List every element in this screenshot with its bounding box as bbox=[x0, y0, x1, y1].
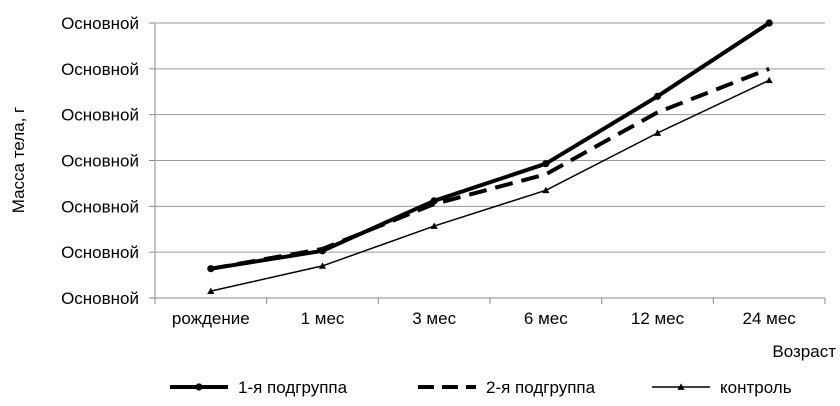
series-subgroup-2 bbox=[210, 66, 770, 271]
subgroup-1-point bbox=[653, 92, 662, 100]
x-tick-label: 24 мес bbox=[743, 309, 797, 328]
x-tick-label: рождение bbox=[172, 309, 250, 328]
series-subgroup-1 bbox=[207, 19, 773, 273]
legend-control-point bbox=[677, 383, 685, 390]
control-point bbox=[318, 262, 327, 269]
x-tick-label: 1 мес bbox=[301, 309, 345, 328]
y-tick-label: Основной bbox=[61, 197, 139, 216]
control-point bbox=[653, 129, 662, 136]
x-tick-label: 3 мес bbox=[412, 309, 456, 328]
axes bbox=[149, 22, 826, 304]
legend-label: 1-я подгруппа bbox=[238, 378, 348, 397]
y-tick-label: Основной bbox=[61, 243, 139, 262]
series-line-control bbox=[210, 79, 770, 292]
legend-item-control: контроль bbox=[652, 378, 792, 397]
legend-item-subgroup-2: 2-я подгруппа bbox=[418, 378, 596, 397]
x-tick-label: 12 мес bbox=[631, 309, 685, 328]
grid-lines bbox=[155, 22, 825, 253]
subgroup-1-point bbox=[542, 160, 550, 168]
legend: 1-я подгруппа 2-я подгруппа контроль bbox=[170, 378, 792, 397]
y-tick-label: Основной bbox=[61, 60, 139, 79]
legend-subgroup-1-point bbox=[195, 383, 203, 391]
y-axis-tick-labels: Основной Основной Основной Основной Основной… bbox=[61, 14, 139, 308]
series-control bbox=[207, 76, 773, 295]
subgroup-1-point bbox=[765, 19, 773, 27]
y-axis-label: Масса тела, г bbox=[9, 107, 28, 214]
y-tick-label: Основной bbox=[61, 106, 139, 125]
y-tick-label: Основной bbox=[61, 152, 139, 171]
legend-label: контроль bbox=[720, 378, 792, 397]
control-point bbox=[765, 76, 773, 84]
x-tick-label: 6 мес bbox=[524, 309, 568, 328]
series-group bbox=[207, 19, 773, 295]
control-point bbox=[542, 186, 550, 194]
series-line-subgroup-1 bbox=[210, 21, 771, 271]
x-axis-tick-labels: рождение 1 мес 3 мес 6 мес 12 мес 24 мес bbox=[172, 309, 796, 328]
control-point bbox=[207, 287, 215, 295]
legend-label: 2-я подгруппа bbox=[486, 378, 596, 397]
control-point bbox=[430, 222, 438, 229]
x-axis-label: Возраст bbox=[772, 342, 836, 361]
series-line-subgroup-2 bbox=[210, 66, 770, 271]
y-tick-label: Основной bbox=[61, 289, 139, 308]
y-tick-label: Основной bbox=[61, 14, 139, 33]
legend-item-subgroup-1: 1-я подгруппа bbox=[170, 378, 348, 397]
